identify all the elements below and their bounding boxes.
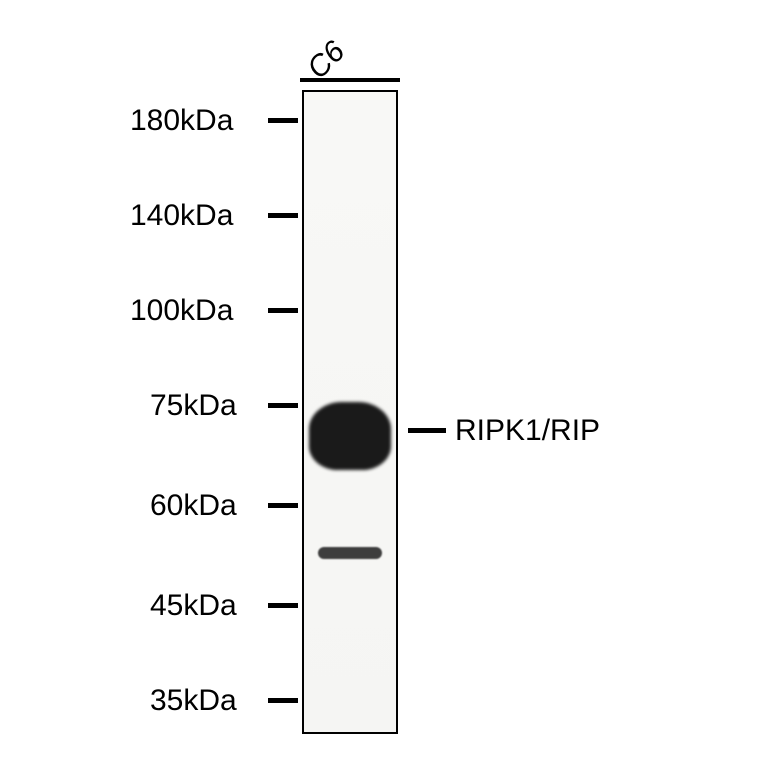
- marker-tick: [268, 213, 298, 218]
- marker-label: 35kDa: [150, 684, 237, 718]
- marker-label: 60kDa: [150, 489, 237, 523]
- marker-label: 140kDa: [130, 199, 233, 233]
- protein-annotation-label: RIPK1/RIP: [455, 414, 600, 448]
- marker-label: 45kDa: [150, 589, 237, 623]
- lane-underline: [300, 78, 400, 82]
- blot-lane: [302, 90, 398, 734]
- protein-annotation-tick: [408, 428, 446, 433]
- marker-tick: [268, 308, 298, 313]
- marker-label: 75kDa: [150, 389, 237, 423]
- marker-label: 180kDa: [130, 104, 233, 138]
- band-secondary: [318, 547, 382, 559]
- marker-tick: [268, 503, 298, 508]
- marker-tick: [268, 698, 298, 703]
- marker-tick: [268, 118, 298, 123]
- marker-tick: [268, 603, 298, 608]
- marker-label: 100kDa: [130, 294, 233, 328]
- marker-tick: [268, 403, 298, 408]
- band-main-ripk1: [309, 402, 391, 470]
- western-blot-figure: C6 180kDa 140kDa 100kDa 75kDa 60kDa 45kD…: [0, 0, 764, 764]
